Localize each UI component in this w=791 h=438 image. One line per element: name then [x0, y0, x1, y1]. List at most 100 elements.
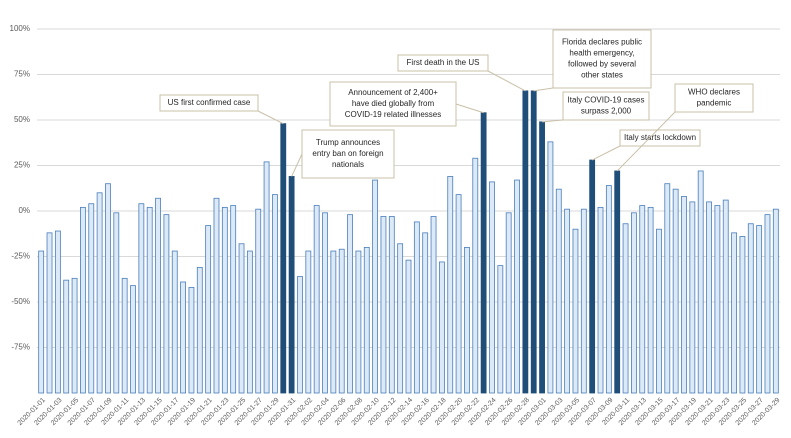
annotation-text: pandemic — [697, 99, 732, 108]
bar — [46, 232, 53, 394]
bar — [238, 243, 245, 394]
annotation-box — [552, 29, 652, 89]
callout-line — [591, 145, 621, 161]
bar — [639, 205, 646, 394]
bar — [422, 232, 429, 394]
bar — [480, 112, 487, 394]
bar — [196, 267, 203, 394]
bar — [363, 246, 370, 394]
bar — [246, 250, 253, 394]
bar — [188, 287, 195, 394]
bar — [772, 208, 779, 394]
bar — [756, 225, 763, 394]
bar — [747, 223, 754, 394]
bar — [631, 212, 637, 394]
y-tick-label: 100% — [10, 24, 30, 33]
bar — [305, 250, 312, 394]
bar — [564, 208, 571, 394]
bar — [714, 205, 721, 394]
bar — [605, 185, 612, 394]
y-tick-label: -75% — [11, 343, 30, 352]
bar — [372, 179, 379, 394]
bar — [113, 212, 120, 394]
bar — [130, 285, 136, 394]
annotation-box — [329, 81, 457, 127]
annotation-text: WHO declares — [688, 88, 740, 97]
annotation-text: Announcement of 2,400+ — [348, 88, 438, 97]
bar — [180, 281, 187, 394]
bar — [205, 225, 212, 394]
y-tick-label: -25% — [11, 252, 30, 261]
y-tick-label: 50% — [14, 115, 30, 124]
y-tick-label: 0% — [18, 206, 30, 215]
bar — [731, 232, 737, 394]
bar — [505, 212, 512, 394]
callout-line — [542, 119, 564, 123]
annotation-text: surpass 2,000 — [581, 107, 632, 116]
callout-line — [533, 87, 554, 92]
bar — [413, 221, 420, 394]
bar — [71, 277, 78, 394]
bar — [664, 183, 671, 394]
bar — [472, 157, 479, 394]
bar — [514, 179, 520, 394]
bar — [689, 201, 696, 394]
annotation-text: other states — [581, 71, 623, 80]
bar — [280, 123, 287, 394]
annotation-text: health emergency, — [569, 49, 634, 58]
bar — [497, 265, 504, 394]
annotation-text: nationals — [332, 160, 364, 169]
bar — [221, 206, 228, 394]
bar — [539, 121, 545, 394]
bar — [80, 206, 86, 394]
callout-line — [616, 111, 676, 172]
bar — [255, 208, 262, 394]
y-tick-label: 75% — [14, 70, 30, 79]
bar — [105, 183, 111, 394]
annotation-text: Trump announces — [316, 138, 380, 147]
bar — [614, 170, 621, 394]
bar — [88, 203, 95, 394]
bar — [313, 205, 320, 394]
bar — [722, 199, 729, 394]
bar — [430, 216, 437, 394]
callout-line — [291, 153, 303, 177]
callout-line — [487, 70, 526, 92]
annotation-box — [397, 54, 489, 72]
bar — [447, 176, 454, 394]
annotation-text: US first confirmed case — [168, 98, 251, 107]
bar — [739, 236, 746, 394]
annotation-box — [674, 83, 754, 113]
bar — [464, 246, 470, 394]
bar — [54, 230, 61, 394]
bar — [388, 216, 395, 394]
bar — [455, 194, 462, 394]
bar — [338, 248, 345, 394]
bar — [96, 192, 103, 394]
bar — [555, 188, 562, 394]
bar — [706, 201, 712, 394]
bar — [522, 90, 529, 394]
bar — [155, 197, 161, 394]
bar — [63, 279, 70, 394]
bar — [622, 223, 629, 394]
bar — [163, 214, 170, 394]
annotation-text: First death in the US — [407, 58, 480, 67]
bar — [438, 261, 445, 394]
bar — [272, 194, 278, 394]
annotation-text: Italy COVID-19 cases — [568, 96, 645, 105]
annotation-box — [562, 91, 650, 121]
bar — [656, 228, 662, 394]
bar — [121, 277, 128, 394]
bar — [597, 206, 604, 394]
annotation-box — [301, 129, 395, 179]
y-tick-label: -50% — [11, 297, 30, 306]
callout-line — [257, 110, 284, 125]
bar — [230, 205, 237, 394]
annotation-box — [159, 94, 259, 112]
bar — [330, 250, 337, 394]
bar — [589, 159, 596, 394]
annotation-text: Italy starts lockdown — [624, 133, 696, 142]
bar — [764, 214, 771, 394]
